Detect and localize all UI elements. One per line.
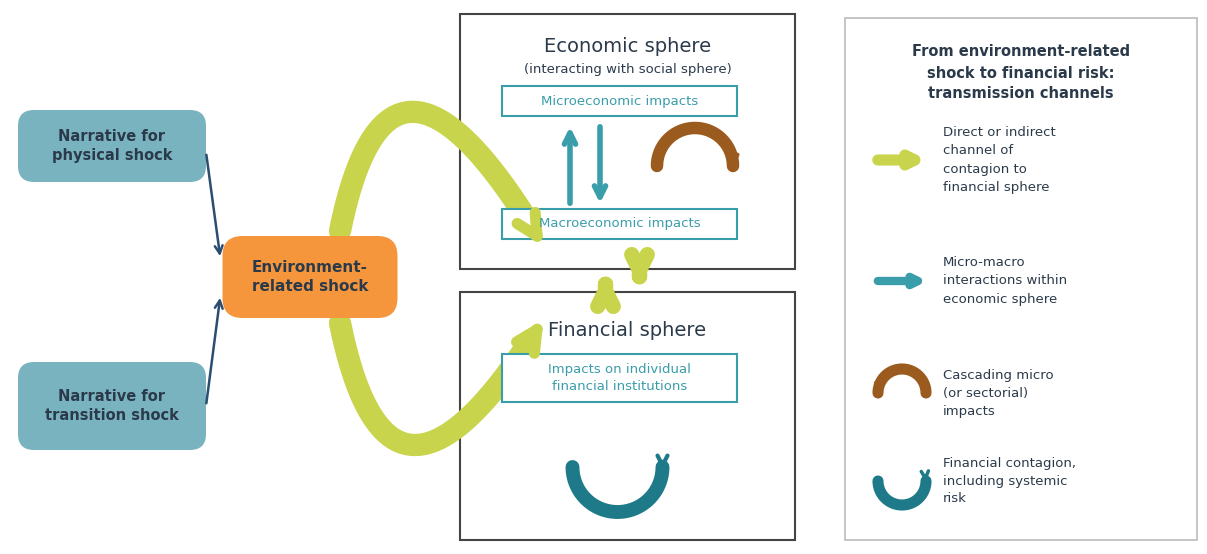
Text: Narrative for
transition shock: Narrative for transition shock — [45, 388, 179, 423]
Bar — [502, 209, 737, 239]
Text: Micro-macro
interactions within
economic sphere: Micro-macro interactions within economic… — [943, 257, 1067, 305]
Bar — [502, 86, 737, 116]
Bar — [502, 354, 737, 402]
Bar — [460, 292, 795, 540]
Text: (interacting with social sphere): (interacting with social sphere) — [524, 63, 731, 75]
Bar — [845, 18, 1197, 540]
Text: Macroeconomic impacts: Macroeconomic impacts — [538, 218, 700, 230]
Text: Narrative for
physical shock: Narrative for physical shock — [52, 129, 173, 163]
Text: Microeconomic impacts: Microeconomic impacts — [541, 95, 698, 107]
Text: Economic sphere: Economic sphere — [544, 37, 711, 55]
Text: Financial contagion,
including systemic
risk: Financial contagion, including systemic … — [943, 456, 1075, 505]
FancyBboxPatch shape — [18, 110, 206, 182]
Text: From environment-related
shock to financial risk:
transmission channels: From environment-related shock to financ… — [912, 44, 1130, 101]
FancyBboxPatch shape — [18, 362, 206, 450]
Text: Impacts on individual
financial institutions: Impacts on individual financial institut… — [548, 362, 690, 393]
Text: Direct or indirect
channel of
contagion to
financial sphere: Direct or indirect channel of contagion … — [943, 126, 1056, 193]
Text: Environment-
related shock: Environment- related shock — [252, 260, 368, 294]
Bar — [460, 14, 795, 269]
Text: Cascading micro
(or sectorial)
impacts: Cascading micro (or sectorial) impacts — [943, 368, 1054, 418]
Text: Financial sphere: Financial sphere — [548, 321, 706, 340]
FancyBboxPatch shape — [222, 236, 397, 318]
